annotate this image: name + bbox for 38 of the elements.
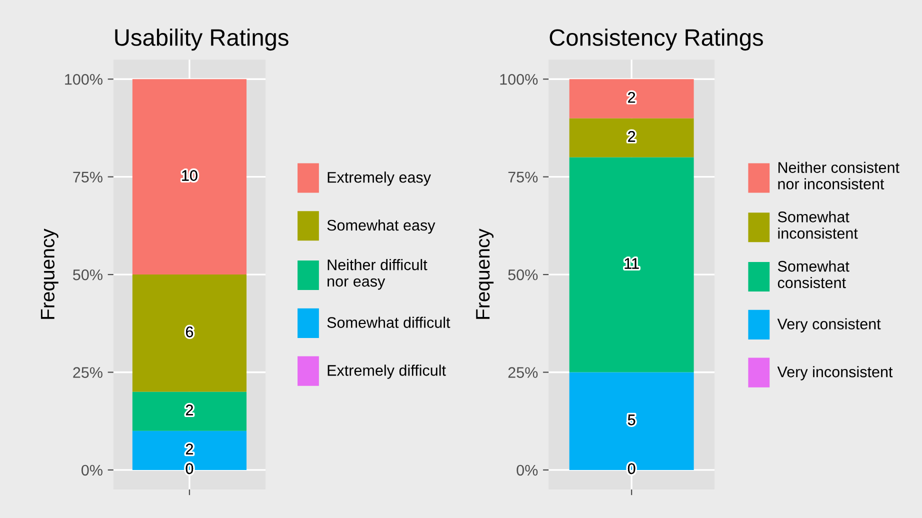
annotation: 11 [624, 258, 639, 269]
y-tick-label: 100% [65, 74, 102, 85]
bar [569, 79, 694, 118]
annotation: 2 [628, 131, 636, 142]
bar [132, 274, 247, 392]
legend-label: Extremely easy [328, 172, 431, 186]
legend-label: Somewhat consistent [778, 260, 850, 288]
legend-label: Extremely difficult [328, 364, 446, 379]
legend-label: Neither difficult nor easy [328, 259, 428, 290]
legend-label: Somewhat difficult [327, 316, 450, 328]
legend-label: Very consistent [777, 318, 881, 332]
annotation: 2 [186, 444, 193, 454]
annotation: 6 [186, 326, 194, 338]
annotation: 2 [186, 404, 193, 416]
y-tick-label: 50% [508, 269, 538, 280]
y-tick-label: 25% [508, 367, 538, 378]
legend-label: Somewhat easy [327, 219, 436, 234]
chart-title: Consistency Ratings [550, 28, 763, 51]
annotation: 5 [628, 414, 636, 426]
legend-label: Somewhat inconsistent [778, 211, 858, 239]
y-axis-title: Frequency [40, 228, 58, 319]
bar [132, 79, 247, 275]
annotation: 2 [628, 92, 636, 103]
y-tick-label: 100% [500, 74, 538, 85]
y-tick-label: 0% [82, 464, 102, 476]
y-axis-title: Frequency [476, 228, 494, 319]
legend-label: Neither consistent nor inconsistent [778, 162, 900, 190]
legend-label: Very inconsistent [777, 366, 893, 380]
bar [569, 157, 694, 372]
bar [132, 392, 247, 431]
y-tick-label: 75% [73, 172, 102, 183]
y-tick-label: 0% [516, 464, 538, 476]
y-tick-label: 25% [73, 367, 102, 378]
bar [569, 118, 694, 158]
y-tick-label: 50% [73, 269, 102, 280]
annotation: 10 [182, 170, 198, 181]
chart-title: Usability Ratings [115, 28, 288, 51]
y-tick-label: 75% [508, 172, 538, 183]
